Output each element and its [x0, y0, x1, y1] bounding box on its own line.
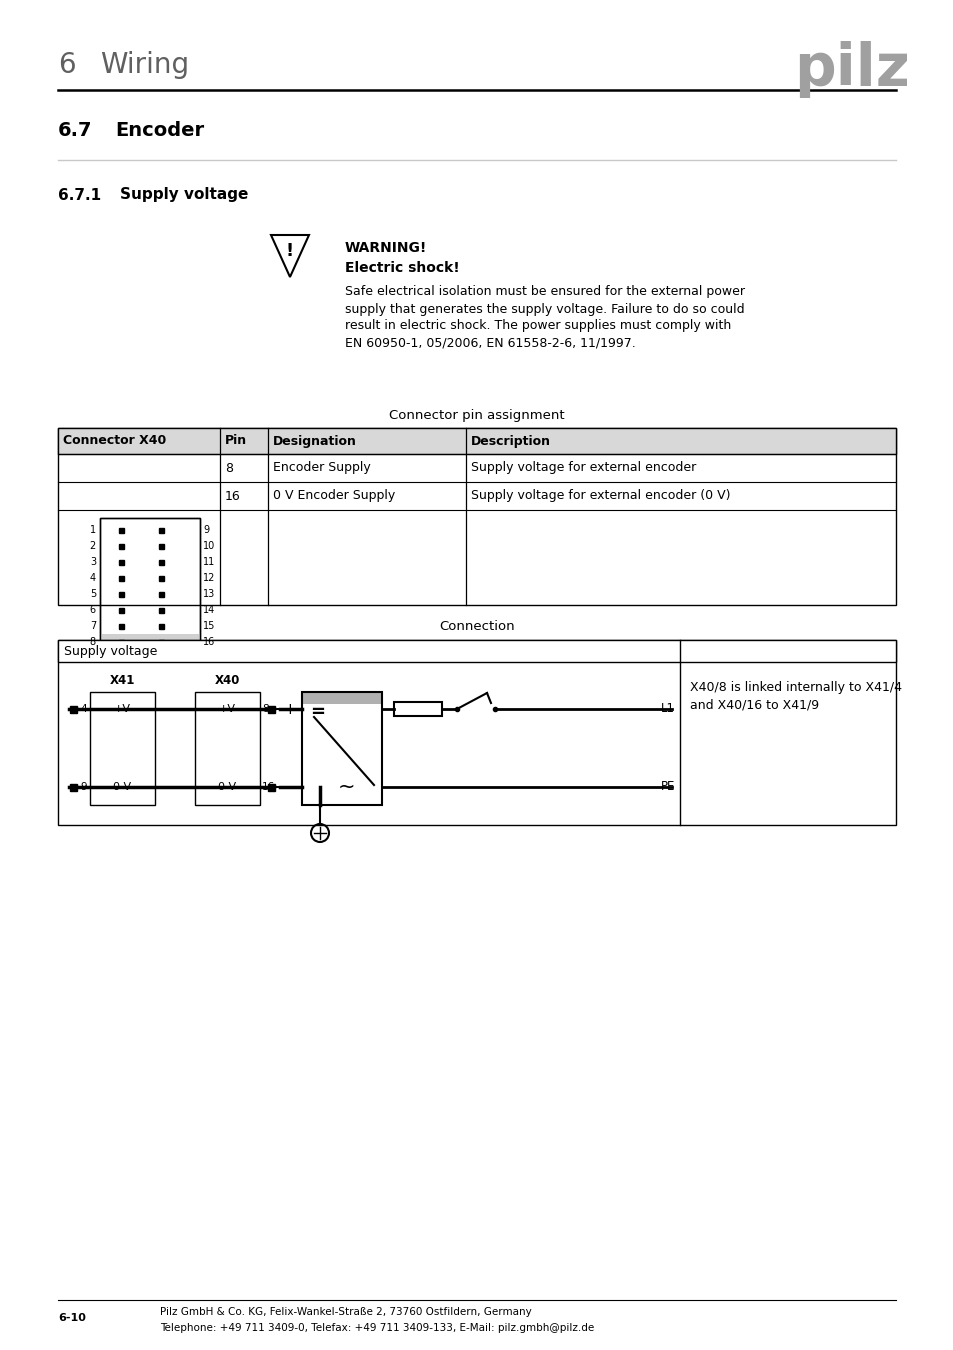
Text: Electric shock!: Electric shock! [345, 261, 459, 275]
Text: 12: 12 [203, 572, 215, 583]
Text: pilz: pilz [794, 42, 909, 99]
Bar [159, 591, 164, 597]
Text: X41: X41 [110, 674, 135, 687]
Bar [119, 544, 125, 548]
Text: and X40/16 to X41/9: and X40/16 to X41/9 [689, 698, 819, 711]
Text: 6: 6 [90, 605, 96, 616]
Text: X40/8 is linked internally to X41/4: X40/8 is linked internally to X41/4 [689, 680, 901, 694]
Text: 8: 8 [225, 462, 233, 474]
Text: 10: 10 [203, 541, 215, 551]
Text: Supply voltage for external encoder: Supply voltage for external encoder [471, 462, 696, 474]
Text: Pilz GmbH & Co. KG, Felix-Wankel-Straße 2, 73760 Ostfildern, Germany: Pilz GmbH & Co. KG, Felix-Wankel-Straße … [160, 1307, 531, 1318]
Text: +V: +V [219, 703, 235, 714]
Text: 4: 4 [90, 572, 96, 583]
Text: 5: 5 [90, 589, 96, 599]
Text: 16: 16 [203, 637, 215, 647]
Bar [100, 634, 200, 649]
Bar [159, 559, 164, 564]
Text: 8: 8 [262, 703, 269, 714]
Bar [268, 783, 275, 791]
Text: Designation: Designation [273, 435, 356, 447]
Bar [302, 693, 381, 805]
Text: 8: 8 [90, 637, 96, 647]
Text: Connector pin assignment: Connector pin assignment [389, 409, 564, 421]
Text: ~: ~ [338, 778, 355, 796]
Text: 0 V Encoder Supply: 0 V Encoder Supply [273, 490, 395, 502]
Text: +V: +V [113, 703, 131, 714]
Text: PE: PE [659, 780, 675, 794]
Bar [394, 702, 441, 716]
Text: result in electric shock. The power supplies must comply with: result in electric shock. The power supp… [345, 320, 731, 332]
Bar [71, 783, 77, 791]
Text: −: − [283, 779, 295, 795]
Bar [119, 591, 125, 597]
Text: Supply voltage: Supply voltage [120, 188, 248, 202]
Bar [159, 528, 164, 532]
Bar [100, 518, 200, 649]
Text: !: ! [286, 242, 294, 261]
Text: 6: 6 [58, 51, 75, 80]
Text: 9: 9 [80, 782, 87, 792]
Bar [119, 608, 125, 613]
Text: 0 V: 0 V [218, 782, 236, 792]
Text: =: = [310, 703, 325, 721]
Text: supply that generates the supply voltage. Failure to do so could: supply that generates the supply voltage… [345, 302, 744, 316]
Text: Safe electrical isolation must be ensured for the external power: Safe electrical isolation must be ensure… [345, 285, 744, 298]
Text: 13: 13 [203, 589, 215, 599]
Bar [159, 608, 164, 613]
Text: 4: 4 [80, 703, 87, 714]
Bar [159, 640, 164, 644]
Bar [58, 428, 895, 605]
Text: Wiring: Wiring [100, 51, 189, 80]
Text: Supply voltage: Supply voltage [64, 644, 157, 657]
Bar [119, 575, 125, 580]
Text: Encoder Supply: Encoder Supply [273, 462, 371, 474]
Bar [119, 640, 125, 644]
Text: Connection: Connection [438, 621, 515, 633]
Text: 9: 9 [203, 525, 209, 535]
Text: Connector X40: Connector X40 [63, 435, 166, 447]
Text: +: + [283, 702, 295, 717]
Text: 1: 1 [90, 525, 96, 535]
Text: 6.7: 6.7 [58, 120, 92, 139]
Text: Pin: Pin [225, 435, 247, 447]
Text: EN 60950-1, 05/2006, EN 61558-2-6, 11/1997.: EN 60950-1, 05/2006, EN 61558-2-6, 11/19… [345, 336, 635, 350]
Text: Encoder: Encoder [115, 120, 204, 139]
Text: 6-10: 6-10 [58, 1314, 86, 1323]
Bar [268, 706, 275, 713]
Text: 3: 3 [90, 558, 96, 567]
Bar [58, 640, 895, 662]
Text: 11: 11 [203, 558, 215, 567]
Bar [302, 693, 381, 703]
Text: X40: X40 [214, 674, 240, 687]
Text: Telephone: +49 711 3409-0, Telefax: +49 711 3409-133, E-Mail: pilz.gmbh@pilz.de: Telephone: +49 711 3409-0, Telefax: +49 … [160, 1323, 594, 1332]
Bar [159, 624, 164, 629]
Text: 2: 2 [90, 541, 96, 551]
Text: 14: 14 [203, 605, 215, 616]
Text: 15: 15 [203, 621, 215, 630]
Text: 16: 16 [225, 490, 240, 502]
Bar [119, 559, 125, 564]
Bar [159, 544, 164, 548]
Bar [119, 624, 125, 629]
Text: WARNING!: WARNING! [345, 242, 427, 255]
Bar [159, 575, 164, 580]
Text: Description: Description [471, 435, 551, 447]
Bar [71, 706, 77, 713]
Text: 16: 16 [262, 782, 275, 792]
Bar [194, 693, 260, 805]
Bar [58, 428, 895, 454]
Text: 7: 7 [90, 621, 96, 630]
Bar [58, 640, 895, 825]
Bar [90, 693, 154, 805]
Bar [119, 528, 125, 532]
Text: 0 V: 0 V [113, 782, 132, 792]
Text: L1: L1 [660, 702, 675, 716]
Text: 6.7.1: 6.7.1 [58, 188, 101, 202]
Bar [100, 518, 200, 649]
Text: Supply voltage for external encoder (0 V): Supply voltage for external encoder (0 V… [471, 490, 730, 502]
